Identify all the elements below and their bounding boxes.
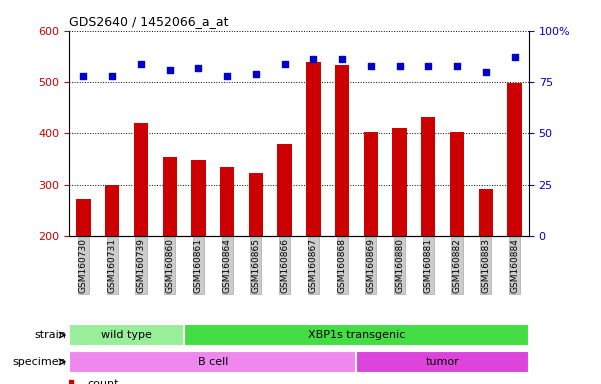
Point <box>251 71 261 77</box>
Text: GSM160860: GSM160860 <box>165 238 174 293</box>
Bar <box>69 324 184 346</box>
Text: GSM160864: GSM160864 <box>222 238 231 293</box>
Point <box>366 63 376 69</box>
Point <box>165 67 174 73</box>
Point <box>395 63 404 69</box>
Text: GSM160869: GSM160869 <box>367 238 376 293</box>
Text: GSM160739: GSM160739 <box>136 238 145 293</box>
Bar <box>450 132 464 236</box>
Bar <box>306 61 320 236</box>
Bar <box>134 123 148 236</box>
Bar <box>162 157 177 236</box>
Text: strain: strain <box>34 330 66 340</box>
Point <box>79 73 88 79</box>
Bar <box>191 160 206 236</box>
Point <box>337 56 347 63</box>
Text: wild type: wild type <box>101 330 152 340</box>
Point <box>194 65 203 71</box>
Text: GSM160731: GSM160731 <box>108 238 117 293</box>
Text: GSM160866: GSM160866 <box>280 238 289 293</box>
Bar <box>69 351 356 373</box>
Text: GSM160882: GSM160882 <box>453 238 462 293</box>
Text: GSM160884: GSM160884 <box>510 238 519 293</box>
Text: GDS2640 / 1452066_a_at: GDS2640 / 1452066_a_at <box>69 15 228 28</box>
Text: GSM160881: GSM160881 <box>424 238 433 293</box>
Text: specimen: specimen <box>13 357 66 367</box>
Point <box>452 63 462 69</box>
Bar <box>507 83 522 236</box>
Bar <box>364 132 378 236</box>
Text: GSM160865: GSM160865 <box>251 238 260 293</box>
Bar <box>356 351 529 373</box>
Bar <box>249 173 263 236</box>
Bar <box>105 185 120 236</box>
Text: GSM160883: GSM160883 <box>481 238 490 293</box>
Point <box>424 63 433 69</box>
Bar <box>421 117 436 236</box>
Point <box>481 69 490 75</box>
Text: tumor: tumor <box>426 357 460 367</box>
Text: GSM160861: GSM160861 <box>194 238 203 293</box>
Bar <box>335 65 349 236</box>
Text: B cell: B cell <box>198 357 228 367</box>
Point <box>510 55 519 61</box>
Bar <box>278 144 292 236</box>
Text: GSM160868: GSM160868 <box>338 238 347 293</box>
Text: GSM160730: GSM160730 <box>79 238 88 293</box>
Text: GSM160880: GSM160880 <box>395 238 404 293</box>
Point <box>280 61 290 67</box>
Text: GSM160867: GSM160867 <box>309 238 318 293</box>
Point <box>308 56 318 63</box>
Bar <box>184 324 529 346</box>
Point <box>136 61 146 67</box>
Bar <box>76 199 91 236</box>
Bar <box>220 167 234 236</box>
Point <box>222 73 232 79</box>
Text: count: count <box>88 379 119 384</box>
Point <box>108 73 117 79</box>
Bar <box>392 128 407 236</box>
Bar <box>478 189 493 236</box>
Text: XBP1s transgenic: XBP1s transgenic <box>308 330 405 340</box>
